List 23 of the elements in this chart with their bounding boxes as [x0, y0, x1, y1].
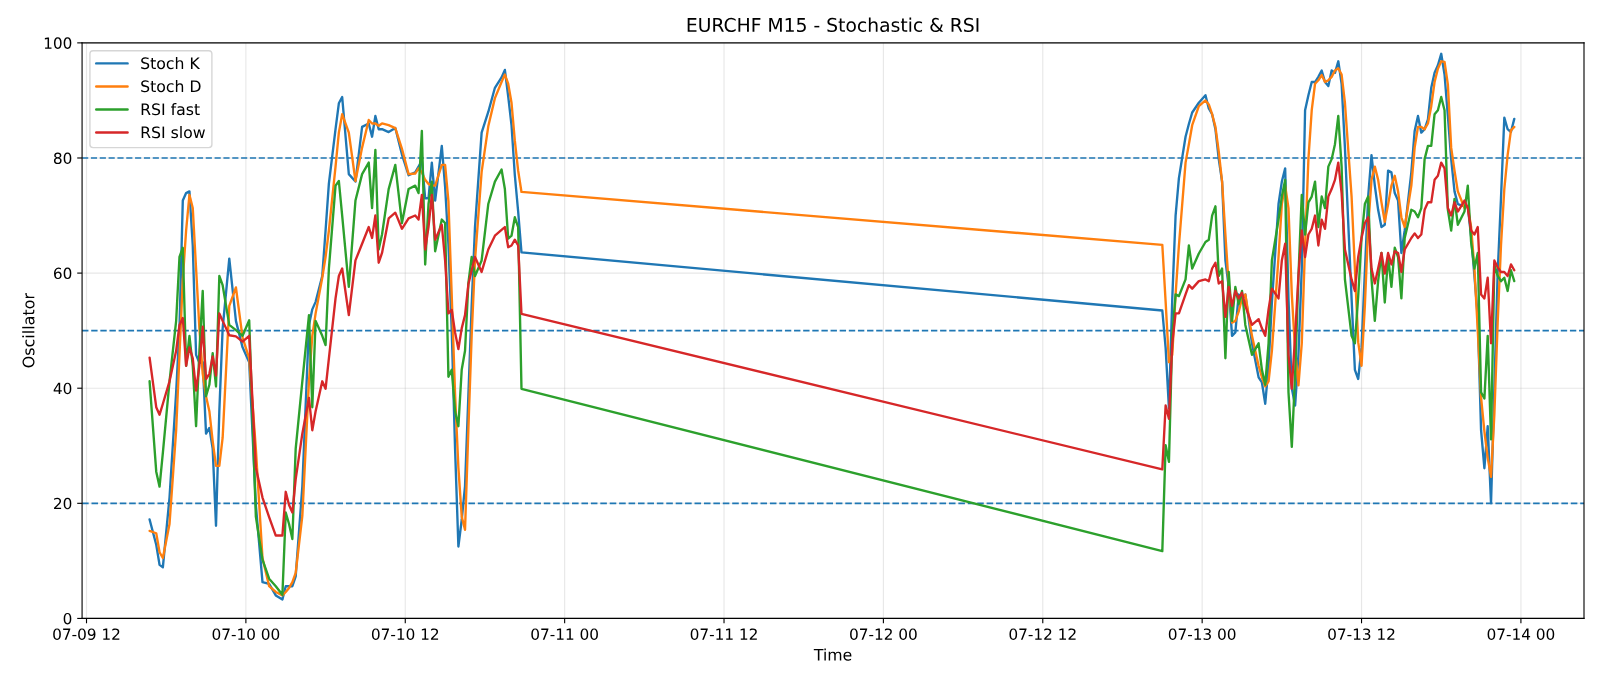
y-axis-title: Oscillator: [22, 292, 35, 368]
y-tick-label: 0: [63, 612, 72, 625]
x-tick-label: 07-14 00: [1487, 628, 1555, 640]
y-tick-label: 60: [53, 267, 72, 280]
y-tick-label: 100: [44, 37, 72, 49]
x-tick-label: 07-10 12: [371, 628, 439, 640]
x-tick-label: 07-13 00: [1168, 628, 1236, 640]
legend-label: RSI slow: [141, 126, 205, 139]
x-axis-title: Time: [813, 648, 852, 661]
x-tick-label: 07-11 12: [690, 628, 757, 640]
x-tick-label: 07-12 00: [850, 628, 917, 640]
x-tick-label: 07-12 12: [1009, 628, 1076, 640]
x-tick-label: 07-11 00: [531, 628, 598, 640]
legend-label: Stoch K: [141, 57, 201, 70]
legend-label: Stoch D: [141, 80, 201, 93]
x-tick-label: 07-13 12: [1328, 628, 1395, 640]
y-tick-label: 20: [54, 497, 72, 510]
y-tick-label: 40: [53, 382, 72, 395]
x-tick-label: 07-09 12: [53, 628, 120, 640]
chart-title: EURCHF M15 - Stochastic & RSI: [687, 17, 979, 33]
x-tick-label: 07-10 00: [212, 628, 280, 640]
legend-label: RSI fast: [141, 103, 200, 116]
y-tick-label: 80: [53, 152, 72, 165]
